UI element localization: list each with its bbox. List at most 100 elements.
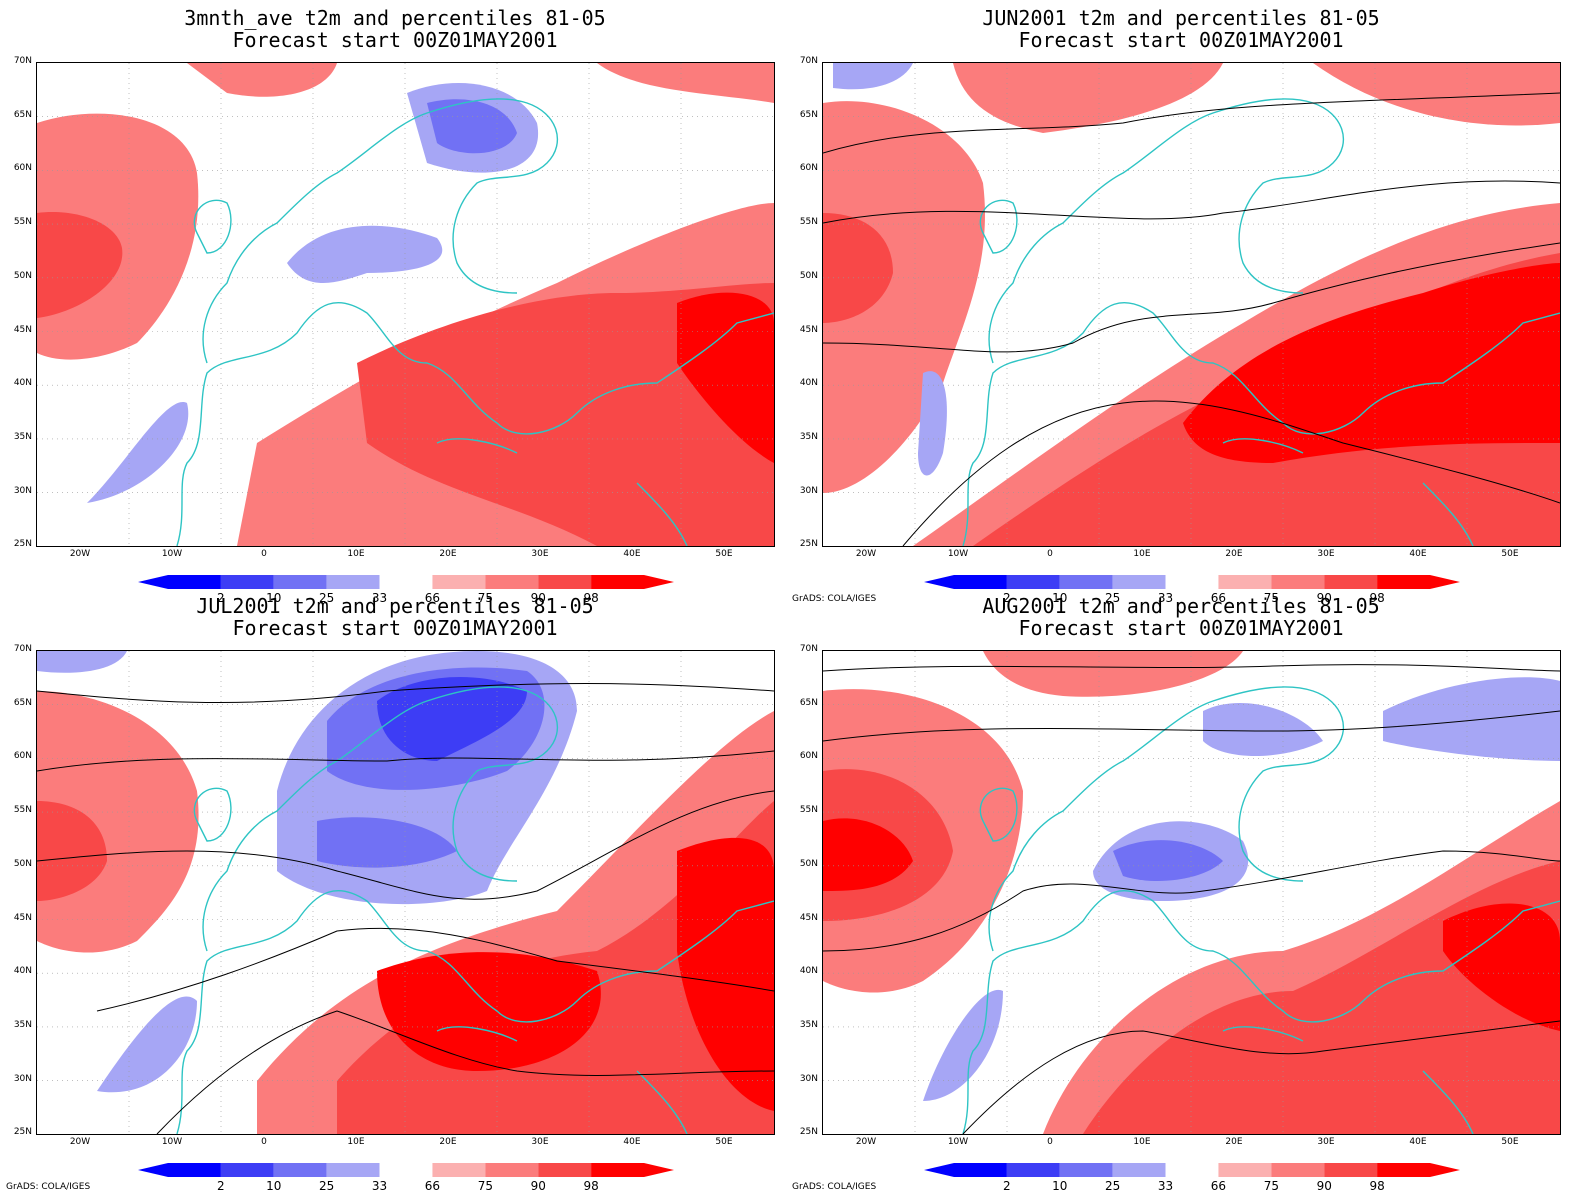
shaded-region	[918, 371, 947, 476]
panel-title: JUL2001 t2m and percentiles 81-05	[196, 594, 594, 618]
legend-swatch	[954, 1163, 1007, 1177]
shaded-region	[823, 213, 893, 323]
shaded-region	[823, 818, 913, 891]
lon-label: 40E	[623, 549, 641, 559]
color-legend	[138, 1162, 674, 1177]
legend-swatch	[954, 575, 1007, 589]
legend-swatch	[485, 575, 539, 589]
shaded-region	[377, 677, 527, 761]
map-area	[36, 650, 775, 1135]
legend-label: 98	[1369, 591, 1385, 605]
isotherm-line	[902, 400, 1560, 546]
legend-label: 90	[530, 1179, 546, 1193]
legend-arrow-right	[644, 1163, 674, 1177]
grid	[823, 63, 1560, 546]
legend-label: 33	[371, 591, 388, 605]
legend-label: 25	[1105, 591, 1121, 605]
map-panel-jun: JUN2001 t2m and percentiles 81-05 Foreca…	[786, 0, 1576, 605]
shaded-region	[923, 989, 1003, 1101]
legend-label: 66	[424, 1179, 441, 1193]
shaded-region	[1183, 263, 1560, 463]
legend-swatch	[326, 575, 380, 589]
lat-label: 70N	[799, 644, 818, 654]
legend-label: 2	[217, 591, 225, 605]
isotherm-line	[37, 750, 774, 772]
lat-label: 30N	[13, 1073, 32, 1084]
lat-label: 65N	[799, 109, 818, 120]
map-panel-aug: AUG2001 t2m and percentiles 81-05 Foreca…	[786, 588, 1576, 1193]
legend-swatch	[1218, 575, 1272, 589]
legend-swatch	[1059, 1163, 1113, 1177]
legend-label: 25	[1105, 1179, 1121, 1193]
lon-label: 20E	[439, 1137, 457, 1147]
shaded-region	[677, 837, 774, 1111]
shaded-region	[97, 996, 197, 1093]
legend-label: 66	[424, 591, 441, 605]
shaded-region	[187, 63, 337, 97]
panel-subtitle: Forecast start 00Z01MAY2001	[232, 28, 558, 52]
color-legend	[924, 574, 1460, 589]
lat-label: 50N	[799, 270, 818, 281]
lon-label: 40E	[1409, 549, 1427, 559]
legend-swatch	[485, 1163, 539, 1177]
legend-label: 75	[477, 1179, 493, 1193]
legend-swatch	[1059, 575, 1113, 589]
legend-label: 10	[1052, 1179, 1068, 1193]
lat-label: 70N	[799, 56, 818, 66]
color-legend	[138, 574, 674, 589]
legend-swatch	[1006, 575, 1060, 589]
legend-label: 75	[1263, 591, 1279, 605]
lon-label: 20E	[1225, 549, 1243, 559]
lon-label: 20E	[1225, 1137, 1243, 1147]
lat-label: 60N	[13, 163, 32, 174]
legend-swatch	[1218, 1163, 1272, 1177]
lat-label: 25N	[13, 539, 32, 550]
legend-label: 75	[477, 591, 493, 605]
lat-label: 30N	[799, 485, 818, 496]
isotherm-line	[37, 683, 774, 704]
legend-swatch	[432, 575, 486, 589]
map-area	[822, 650, 1561, 1135]
lat-label: 65N	[13, 697, 32, 708]
lon-label: 20W	[69, 1137, 91, 1147]
lat-label: 70N	[13, 56, 32, 66]
legend-label: 98	[583, 591, 599, 605]
legend-swatch	[591, 575, 644, 589]
shaded-region	[357, 283, 774, 546]
lat-label: 65N	[13, 109, 32, 120]
shaded-region	[823, 101, 985, 494]
shaded-region	[1203, 702, 1323, 756]
legend-swatch	[168, 1163, 221, 1177]
legend-label: 2	[217, 1179, 225, 1193]
legend-swatch	[326, 1163, 380, 1177]
legend-arrow-right	[644, 575, 674, 589]
lat-label: 25N	[799, 1127, 818, 1138]
color-legend	[924, 1162, 1460, 1177]
lat-label: 60N	[799, 751, 818, 762]
lon-label: 0	[1047, 1137, 1053, 1147]
shaded-region	[597, 63, 774, 103]
legend-label: 25	[319, 1179, 335, 1193]
shaded-region	[427, 99, 517, 154]
legend-label: 10	[1052, 591, 1068, 605]
shaded-region	[37, 801, 107, 901]
legend-swatch	[1006, 1163, 1060, 1177]
isotherm-line	[156, 1010, 774, 1134]
legend-swatches	[138, 1163, 674, 1177]
legend-label: 90	[1316, 1179, 1332, 1193]
map-panel-3mnth: 3mnth_ave t2m and percentiles 81-05 Fore…	[0, 0, 790, 605]
isotherm-line	[962, 1020, 1560, 1134]
shaded-region	[317, 817, 457, 868]
lat-label: 40N	[799, 378, 818, 389]
legend-swatch	[1377, 1163, 1430, 1177]
lon-label: 10W	[947, 549, 969, 559]
panel-subtitle: Forecast start 00Z01MAY2001	[232, 616, 558, 640]
lat-label: 50N	[13, 858, 32, 869]
lon-label: 10E	[347, 549, 365, 559]
legend-swatch	[273, 1163, 327, 1177]
panel-subtitle: Forecast start 00Z01MAY2001	[1018, 616, 1344, 640]
panel-subtitle: Forecast start 00Z01MAY2001	[1018, 28, 1344, 52]
lon-label: 30E	[1317, 549, 1335, 559]
legend-swatch	[379, 575, 433, 589]
shaded-region	[287, 225, 443, 283]
